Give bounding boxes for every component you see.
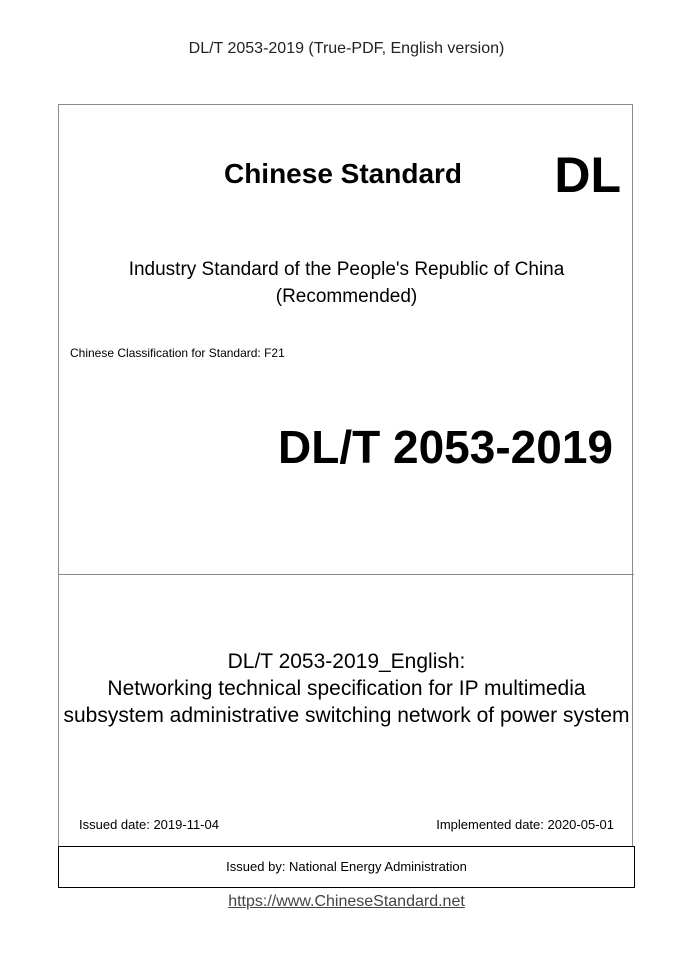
brand-title: Chinese Standard <box>223 158 463 189</box>
recommended-label: (Recommended) <box>275 286 418 307</box>
industry-line: Industry Standard of the People's Republ… <box>128 259 565 280</box>
title-line-1: DL/T 2053-2019_English: <box>227 650 466 673</box>
standard-number: DL/T 2053-2019 <box>278 421 613 473</box>
cover-frame <box>58 104 633 846</box>
title-line-3: subsystem administrative switching netwo… <box>63 704 630 727</box>
cover-divider <box>58 574 634 575</box>
classification: Chinese Classification for Standard: F21 <box>70 346 285 360</box>
title-line-2: Networking technical specification for I… <box>107 677 586 700</box>
implemented-date: Implemented date: 2020-05-01 <box>436 817 614 832</box>
website-link[interactable]: https://www.ChineseStandard.net <box>228 893 465 910</box>
issued-date: Issued date: 2019-11-04 <box>79 817 219 832</box>
code-prefix: DL <box>554 147 621 203</box>
issued-by-box: Issued by: National Energy Administratio… <box>58 846 635 888</box>
issued-by: Issued by: National Energy Administratio… <box>226 859 467 874</box>
page-header: DL/T 2053-2019 (True-PDF, English versio… <box>188 40 505 57</box>
